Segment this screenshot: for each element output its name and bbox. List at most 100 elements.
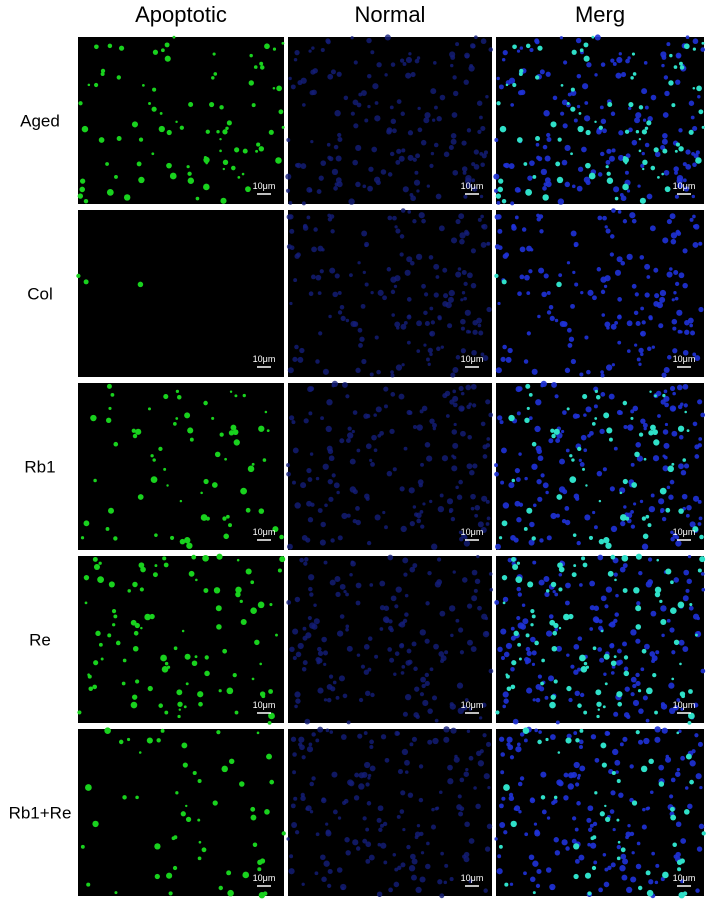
nucleus (680, 469, 687, 476)
apoptotic-cell (619, 514, 627, 521)
nucleus (534, 728, 538, 733)
apoptotic-cell (584, 872, 592, 879)
apoptotic-cell (569, 476, 577, 483)
nucleus (310, 502, 315, 507)
apoptotic-cell (573, 843, 580, 850)
apoptotic-cell (645, 514, 650, 519)
nucleus (297, 356, 304, 363)
nucleus (603, 672, 607, 676)
nucleus (578, 458, 582, 462)
apoptotic-cell (670, 806, 675, 812)
apoptotic-cell (678, 891, 685, 899)
apoptotic-cell (512, 44, 517, 50)
nucleus (626, 189, 631, 193)
apoptotic-cell (249, 53, 253, 58)
nucleus (403, 446, 408, 451)
nucleus (657, 414, 661, 418)
image-panel: 10μm (494, 208, 704, 378)
apoptotic-cell (622, 588, 628, 594)
nucleus (460, 391, 465, 396)
nucleus (503, 830, 508, 835)
apoptotic-cell (191, 660, 198, 667)
nucleus (500, 628, 507, 635)
nucleus (473, 149, 479, 155)
nucleus (306, 215, 311, 220)
nucleus (401, 363, 405, 367)
apoptotic-cell (495, 193, 502, 199)
nucleus (366, 540, 372, 546)
apoptotic-cell (205, 161, 208, 165)
apoptotic-cell (635, 553, 642, 560)
nucleus (551, 382, 557, 388)
apoptotic-cell (498, 844, 503, 849)
nucleus (303, 561, 308, 566)
nucleus (365, 443, 372, 450)
apoptotic-cell (106, 188, 114, 196)
nucleus (552, 95, 558, 101)
nucleus (610, 58, 615, 63)
nucleus (392, 467, 397, 472)
nucleus (623, 425, 628, 430)
nucleus (502, 50, 508, 56)
nucleus (537, 314, 541, 319)
nucleus (343, 589, 347, 594)
apoptotic-cell (647, 523, 652, 528)
nucleus (514, 805, 521, 812)
nucleus (507, 557, 513, 563)
nucleus (488, 412, 494, 418)
nucleus (603, 284, 608, 289)
nucleus (364, 241, 370, 247)
nucleus (694, 355, 701, 361)
nucleus (286, 600, 292, 605)
nucleus (498, 736, 505, 742)
nucleus (675, 79, 681, 85)
apoptotic-cell (187, 177, 195, 184)
apoptotic-cell (216, 130, 220, 134)
apoptotic-cell (631, 800, 638, 806)
nucleus (358, 342, 363, 348)
nucleus (488, 572, 493, 576)
nucleus (602, 215, 607, 221)
nucleus (432, 426, 436, 431)
nucleus (636, 455, 644, 462)
nucleus (502, 502, 510, 509)
nucleus (587, 842, 591, 847)
apoptotic-cell (622, 400, 628, 406)
apoptotic-cell (80, 536, 85, 540)
nucleus (333, 186, 338, 191)
nucleus (630, 462, 635, 467)
apoptotic-cell (93, 563, 100, 571)
nucleus (545, 181, 552, 188)
image-panel: 10μm (77, 35, 285, 204)
apoptotic-cell (224, 457, 227, 461)
apoptotic-cell (175, 120, 178, 124)
apoptotic-cell (678, 146, 684, 152)
image-panel: 10μm (493, 34, 705, 206)
nucleus (442, 267, 448, 273)
apoptotic-cell (617, 701, 623, 707)
nucleus (561, 839, 568, 846)
nucleus (402, 618, 408, 624)
nucleus (334, 273, 340, 279)
nucleus (638, 708, 644, 714)
nucleus (636, 601, 641, 606)
nucleus (698, 437, 703, 441)
nucleus (379, 580, 386, 587)
nucleus (662, 132, 668, 139)
nucleus (389, 428, 395, 435)
apoptotic-cell (568, 613, 574, 620)
nucleus (419, 876, 426, 883)
nucleus (692, 352, 697, 357)
apoptotic-cell (191, 554, 197, 560)
nucleus (600, 289, 606, 295)
nucleus (301, 755, 306, 760)
nucleus (640, 306, 645, 311)
nucleus (354, 772, 360, 778)
nucleus (586, 369, 591, 375)
nucleus (483, 888, 488, 893)
nucleus (433, 263, 440, 270)
scale-bar-label: 10μm (673, 181, 696, 191)
nucleus (660, 51, 667, 58)
apoptotic-cell (275, 157, 282, 164)
apoptotic-cell (163, 562, 169, 568)
